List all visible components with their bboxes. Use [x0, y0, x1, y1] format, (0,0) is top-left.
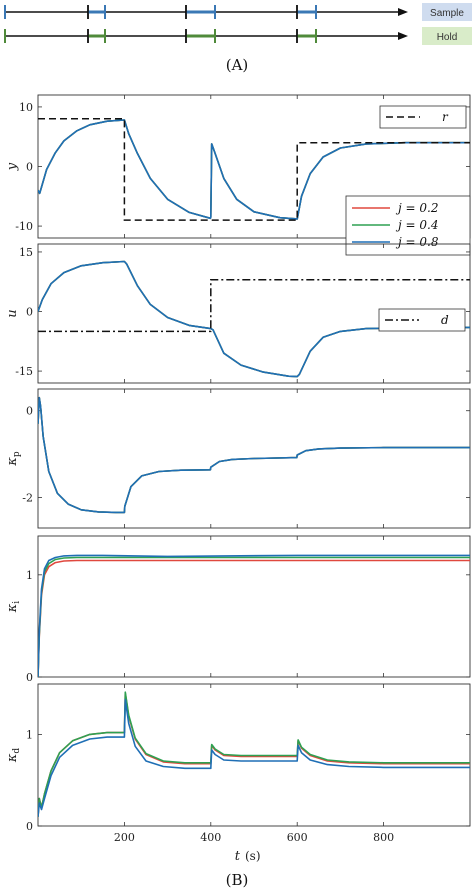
y-tick-label: 1 — [26, 569, 33, 582]
legend-label: d — [441, 313, 449, 327]
reference-line-d — [38, 278, 470, 333]
y-axis-label: κi — [5, 601, 22, 614]
y-tick-label: -10 — [15, 220, 33, 233]
panel-5: 0 1 200 400 600 800 κd — [5, 683, 471, 844]
reference-line-r — [38, 118, 470, 221]
y-axis-label: y — [5, 162, 20, 171]
legend-r: r — [379, 105, 467, 129]
y-axis-label: κp — [5, 451, 22, 467]
legend-label: j = 0.2 — [395, 201, 439, 215]
series-line-2 — [38, 556, 470, 677]
timing-badge-label: Sample — [430, 8, 464, 19]
y-tick-label: 10 — [19, 101, 33, 114]
y-tick-label: 0 — [26, 306, 33, 319]
legend-d: d — [378, 308, 466, 332]
timing-arrow-hold — [398, 32, 408, 40]
panel-frame — [37, 388, 471, 529]
timing-badge-sample — [422, 3, 472, 21]
y-axis-label: κd — [5, 748, 22, 764]
x-tick-label: 800 — [373, 831, 394, 844]
series-line-3 — [38, 260, 470, 378]
panel-frame — [37, 243, 471, 384]
series-line-3 — [38, 698, 470, 817]
timing-badge-hold — [422, 27, 472, 45]
y-tick-label: -2 — [22, 492, 33, 505]
y-axis-label: u — [5, 309, 20, 317]
x-tick-label: 400 — [200, 831, 221, 844]
series-line-3 — [38, 396, 470, 514]
y-tick-label: 1 — [26, 728, 33, 741]
timing-diagram: Sample Hold — [4, 3, 472, 45]
legend-label: r — [442, 110, 449, 124]
series-line-1 — [38, 559, 470, 677]
panel-3: -2 0 κp — [5, 388, 471, 529]
caption-b: (B) — [226, 871, 249, 889]
panel-1: -10 0 10 y r — [5, 94, 471, 239]
y-tick-label: 0 — [26, 405, 33, 418]
legend-label: j = 0.4 — [395, 218, 439, 232]
y-tick-label: 0 — [26, 671, 33, 684]
y-tick-label: -15 — [15, 365, 33, 378]
series-line-2 — [38, 691, 470, 817]
x-tick-label: 600 — [287, 831, 308, 844]
x-axis-label-var: t — [235, 849, 241, 864]
timing-badge-label: Hold — [437, 32, 458, 43]
legend-label: j = 0.8 — [395, 235, 439, 249]
series-line-3 — [38, 119, 470, 220]
series-line-1 — [38, 396, 470, 514]
x-axis-label-unit: (s) — [245, 849, 261, 863]
panel-frame — [37, 535, 471, 678]
series-line-3 — [38, 554, 470, 677]
y-tick-label: 0 — [26, 820, 33, 833]
y-tick-label: 15 — [19, 246, 33, 259]
panel-4: 0 1 κi — [5, 535, 471, 684]
x-tick-label: 200 — [114, 831, 135, 844]
y-tick-label: 0 — [26, 161, 33, 174]
panel-frame — [37, 683, 471, 827]
timing-arrow-sample — [398, 8, 408, 16]
series-line-2 — [38, 396, 470, 514]
panel-2: -15 0 15 u d — [5, 243, 471, 384]
legend-j: j = 0.2 j = 0.4 j = 0.8 — [345, 195, 471, 256]
caption-a: (A) — [226, 56, 249, 74]
